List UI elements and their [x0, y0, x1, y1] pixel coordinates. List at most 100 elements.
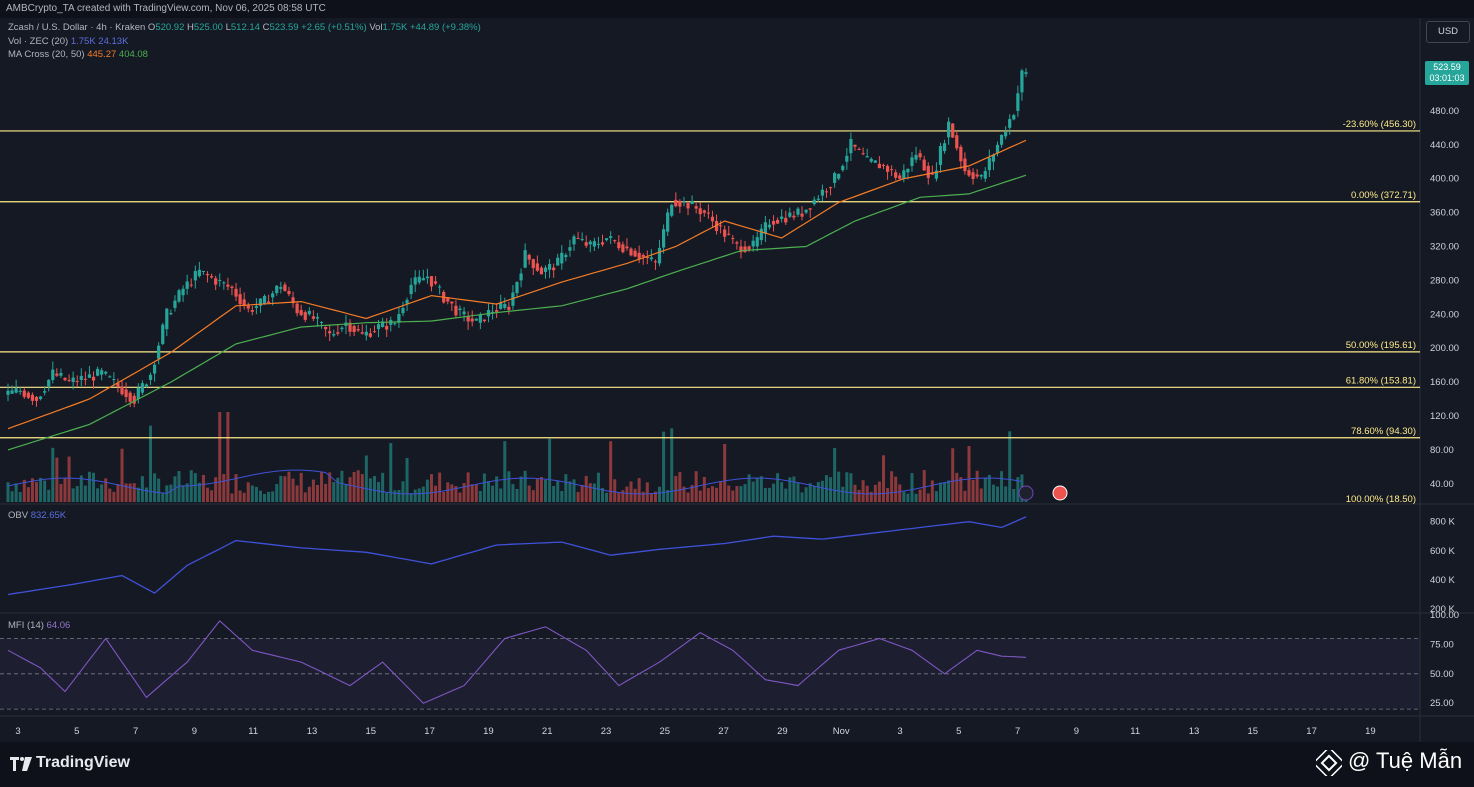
candle-body: [478, 314, 482, 323]
volume-bar: [14, 483, 18, 502]
candle-body: [547, 263, 552, 270]
price-axis-tick: 480.00: [1430, 106, 1459, 117]
candle-body: [702, 210, 706, 213]
candle-body: [381, 321, 385, 327]
candle-body: [784, 217, 788, 223]
volume-bar: [22, 479, 26, 502]
volume-indicator-legend[interactable]: Vol · ZEC (20) 1.75K 24.13K: [8, 36, 129, 47]
candle-body: [34, 396, 39, 401]
candle-body: [666, 212, 670, 232]
volume-bar: [523, 470, 527, 502]
price-chart[interactable]: -23.60% (456.30) 0.00% (372.71) 50.00% (19…: [0, 0, 1474, 742]
candle-body: [189, 284, 193, 286]
time-axis-tick: Nov: [833, 726, 850, 737]
volume-bar: [613, 479, 617, 502]
candle-body: [67, 379, 71, 381]
candle-body: [743, 246, 747, 252]
time-axis-tick: 27: [718, 726, 729, 737]
price-axis-tick: 240.00: [1430, 309, 1459, 320]
candle-body: [462, 311, 466, 315]
candle-body: [18, 390, 22, 392]
volume-bar: [588, 483, 592, 502]
candle-body: [136, 387, 140, 400]
candle-body: [458, 308, 462, 311]
volume-bar: [442, 491, 446, 502]
volume-bar: [30, 478, 34, 502]
volume-bar: [401, 481, 405, 502]
candle-body: [332, 334, 336, 336]
volume-bar: [132, 483, 136, 502]
mfi-legend[interactable]: MFI (14) 64.06: [8, 620, 71, 631]
volume-bar: [210, 490, 214, 502]
candle-body: [319, 322, 324, 324]
candle-body: [788, 212, 792, 217]
candle-body: [926, 165, 930, 178]
volume-bar: [605, 492, 609, 502]
candle-body: [841, 165, 845, 171]
candle-body: [75, 381, 79, 383]
candle-body: [59, 372, 63, 376]
volume-bar: [727, 485, 731, 502]
volume-bar: [63, 477, 67, 502]
volume-bar: [47, 489, 51, 502]
candle-body: [38, 396, 43, 400]
volume-bar: [951, 448, 955, 502]
obv-line: [7, 516, 1027, 596]
volume-bar: [971, 480, 975, 502]
time-axis-tick: 15: [1248, 726, 1259, 737]
obv-legend[interactable]: OBV 832.65K: [8, 510, 67, 521]
volume-bar: [548, 438, 552, 502]
symbol-title[interactable]: Zcash / U.S. Dollar · 4h · Kraken: [8, 22, 146, 33]
candle-body: [433, 281, 438, 284]
volume-bar: [279, 475, 283, 502]
volume-bar: [39, 477, 43, 502]
candle-body: [837, 173, 841, 179]
volume-bar: [67, 456, 71, 502]
volume-bar: [539, 477, 543, 502]
ma-cross-legend[interactable]: MA Cross (20, 50) 445.27 404.08: [8, 49, 148, 60]
candle-body: [629, 248, 633, 256]
candle-body: [975, 174, 979, 177]
volume-bar: [568, 481, 572, 502]
candle-body: [613, 240, 617, 242]
volume-bar: [743, 484, 747, 502]
candle-body: [315, 316, 320, 319]
tradingview-brand[interactable]: TradingView: [36, 754, 130, 771]
volume-bar: [633, 488, 637, 502]
candle-body: [714, 221, 719, 232]
volume-bar: [755, 477, 759, 502]
candle-body: [641, 254, 645, 257]
volume-bar: [324, 483, 328, 502]
candle-body: [934, 170, 939, 179]
obv-axis-tick: 200 K: [1430, 604, 1455, 615]
candle-body: [523, 250, 527, 268]
volume-bar: [849, 473, 853, 502]
obv-axis-tick: 800 K: [1430, 517, 1455, 528]
candle-body: [495, 310, 499, 312]
candle-body: [959, 146, 963, 162]
time-axis-tick: 11: [248, 726, 258, 737]
volume-bar: [307, 486, 311, 502]
volume-bar: [100, 484, 104, 502]
volume-bar: [881, 455, 885, 502]
volume-bar: [320, 472, 324, 502]
volume-bar: [450, 484, 454, 502]
candle-body: [596, 243, 601, 245]
candle-body: [723, 229, 727, 237]
volume-bar: [873, 484, 877, 502]
currency-selector[interactable]: USD: [1426, 21, 1470, 43]
volume-bar: [678, 472, 682, 502]
candle-body: [340, 327, 344, 330]
mfi-axis-tick: 50.00: [1430, 669, 1454, 680]
volume-ma-line: [7, 469, 1022, 495]
ohlc-legend: Zcash / U.S. Dollar · 4h · Kraken O520.9…: [8, 22, 481, 33]
candle-body: [792, 215, 796, 218]
candle-body: [201, 270, 206, 272]
volume-bar: [629, 481, 633, 502]
volume-bar: [491, 485, 495, 502]
volume-bar: [556, 480, 560, 502]
volume-bar: [238, 490, 242, 502]
created-by-text: AMBCrypto_TA created with TradingView.co…: [6, 3, 326, 14]
volume-bar: [930, 480, 934, 502]
ma50-line: [7, 174, 1027, 451]
